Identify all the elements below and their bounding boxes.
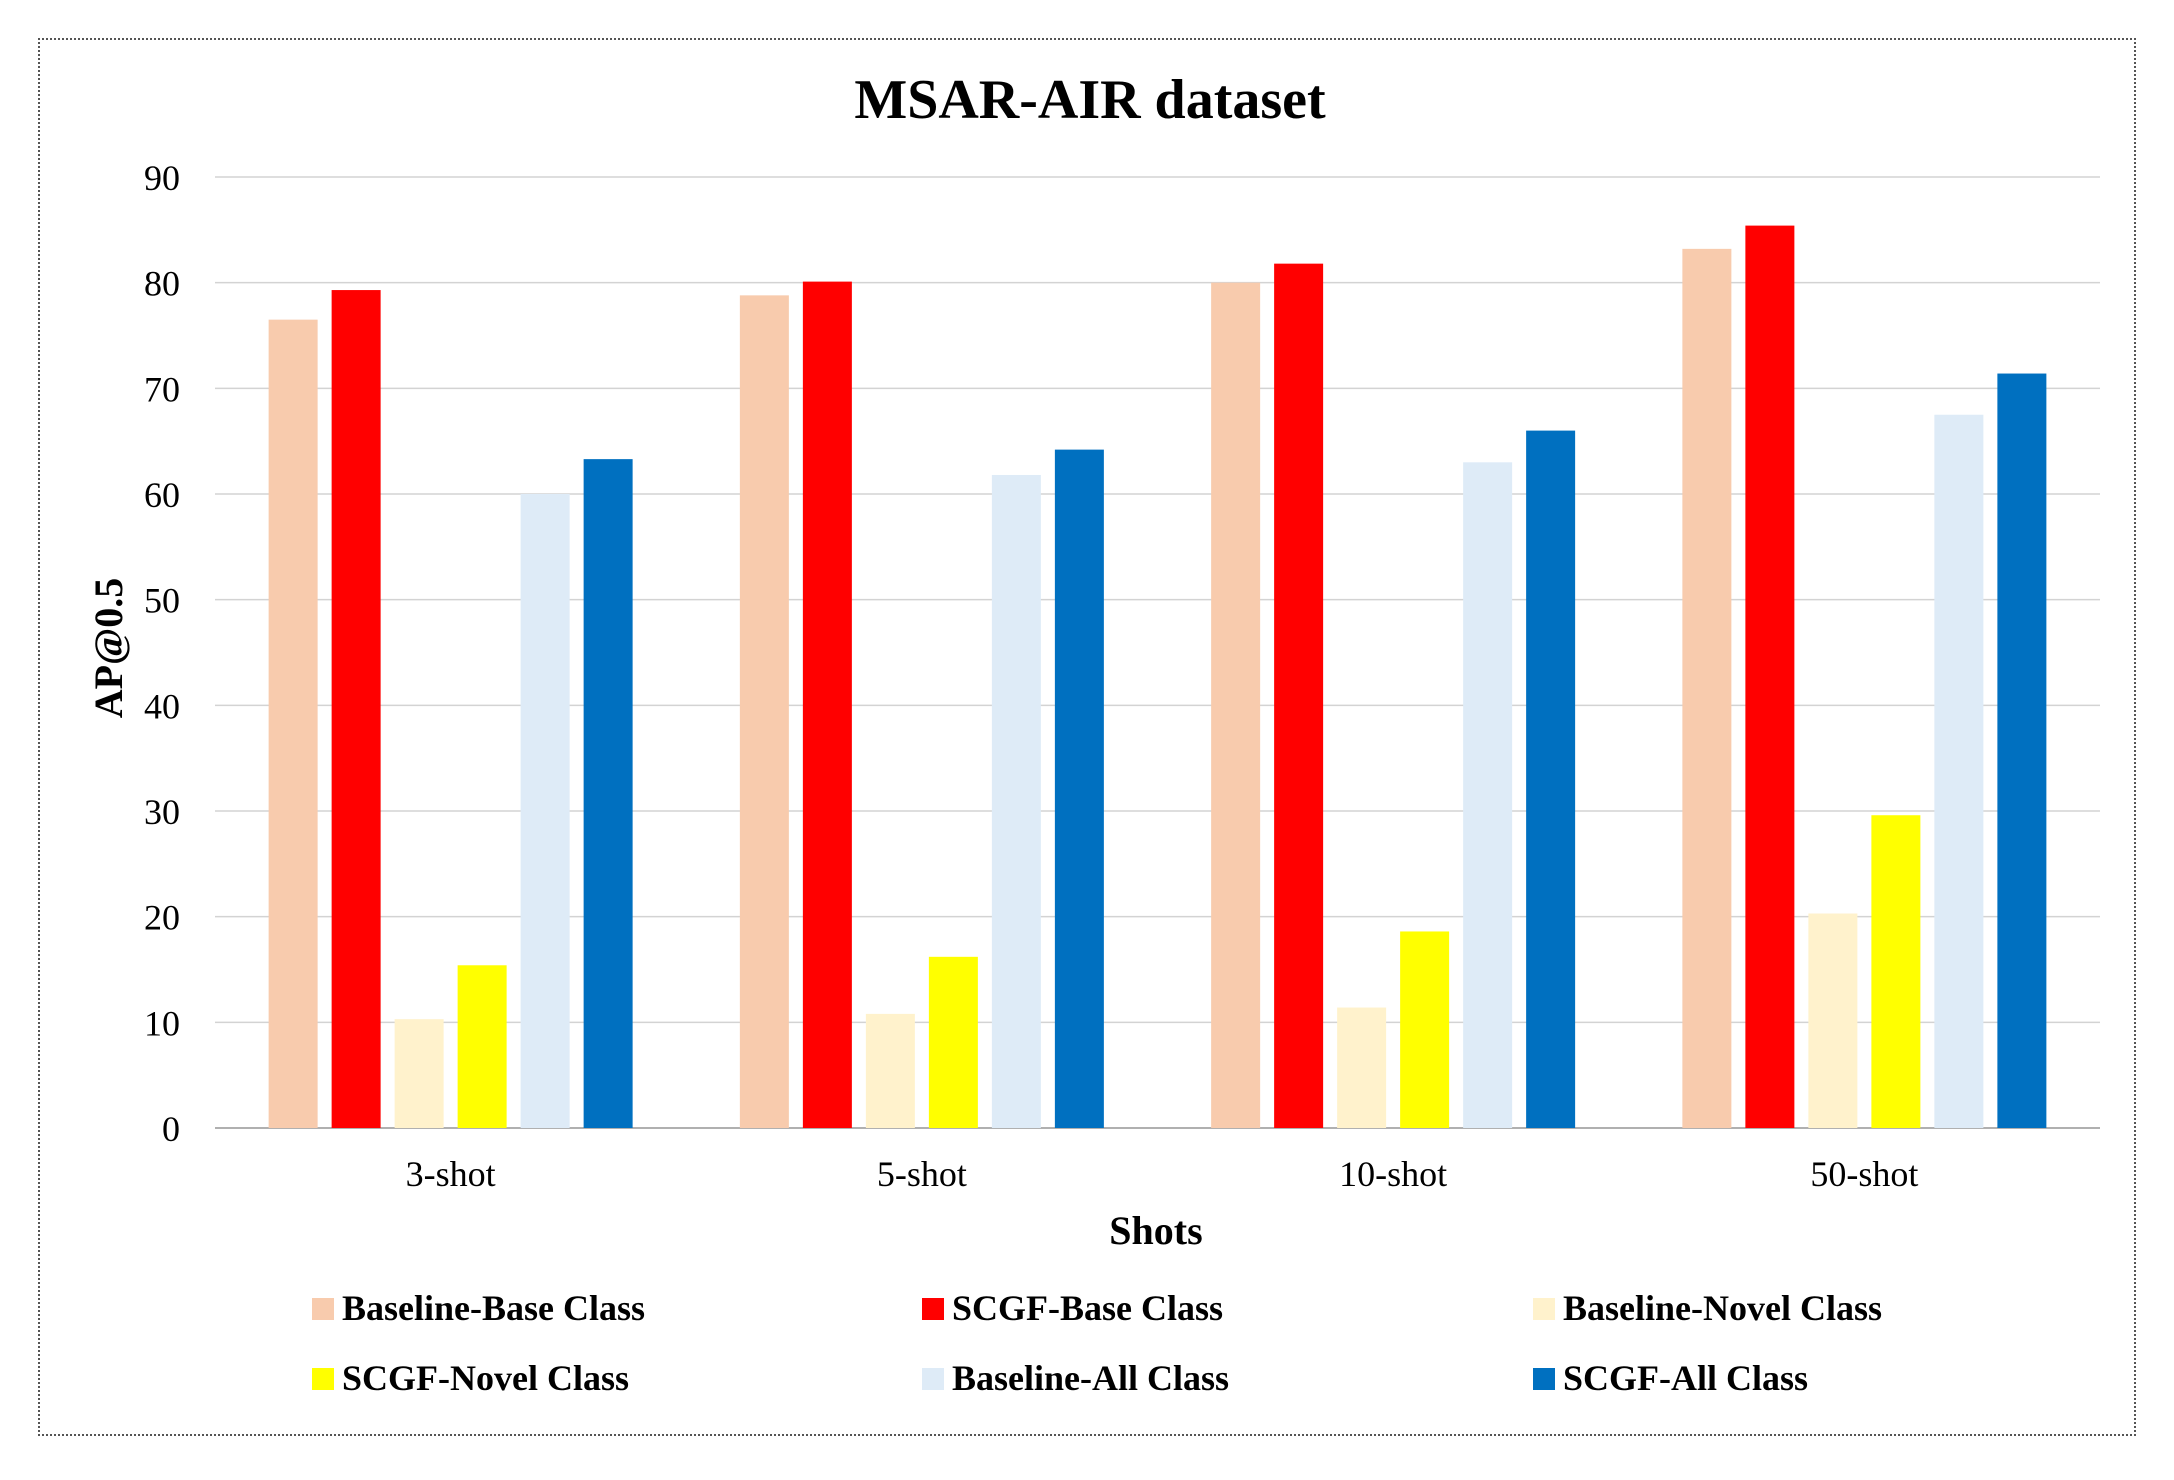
bar-baseline-novel-class-10-shot: [1337, 1007, 1387, 1128]
x-tick-label: 50-shot: [1810, 1154, 1918, 1194]
bars: [268, 225, 2047, 1129]
legend-label: Baseline-Novel Class: [1563, 1288, 1882, 1328]
x-tick-label: 5-shot: [877, 1154, 967, 1194]
legend-label: Baseline-Base Class: [342, 1288, 645, 1328]
y-tick-label: 50: [144, 581, 180, 621]
bar-scgf-novel-class-50-shot: [1871, 815, 1921, 1128]
legend: Baseline-Base Class SCGF-Base Class Baseli…: [312, 1288, 1882, 1398]
legend-swatch: [312, 1368, 334, 1390]
bar-baseline-novel-class-50-shot: [1808, 913, 1858, 1128]
y-tick-label: 10: [144, 1003, 180, 1043]
bar-baseline-base-class-3-shot: [268, 319, 318, 1128]
y-tick-label: 20: [144, 898, 180, 938]
bar-baseline-all-class-3-shot: [520, 494, 570, 1128]
y-tick-label: 0: [162, 1109, 180, 1149]
y-tick-label: 60: [144, 475, 180, 515]
bar-scgf-all-class-10-shot: [1526, 430, 1576, 1129]
y-tick-label: 90: [144, 158, 180, 198]
bar-baseline-novel-class-5-shot: [865, 1013, 915, 1128]
bar-scgf-novel-class-10-shot: [1400, 931, 1450, 1128]
bar-baseline-novel-class-3-shot: [394, 1019, 444, 1128]
x-axis-ticks: 3-shot 5-shot 10-shot 50-shot: [406, 1154, 1919, 1194]
x-axis-label: Shots: [1109, 1208, 1202, 1253]
bar-baseline-base-class-5-shot: [739, 295, 789, 1128]
chart-frame: [38, 38, 2136, 1436]
y-tick-label: 80: [144, 264, 180, 304]
bar-scgf-all-class-50-shot: [1997, 373, 2047, 1128]
y-axis-label: AP@0.5: [86, 578, 131, 719]
legend-swatch: [922, 1368, 944, 1390]
y-tick-label: 30: [144, 792, 180, 832]
legend-label: Baseline-All Class: [952, 1358, 1229, 1398]
bar-baseline-base-class-50-shot: [1682, 248, 1732, 1128]
legend-swatch: [1533, 1368, 1555, 1390]
x-tick-label: 3-shot: [406, 1154, 496, 1194]
bar-scgf-base-class-10-shot: [1274, 263, 1324, 1128]
legend-label: SCGF-Novel Class: [342, 1358, 629, 1398]
bar-scgf-base-class-5-shot: [802, 281, 852, 1128]
legend-label: SCGF-All Class: [1563, 1358, 1808, 1398]
y-axis-ticks: 0 10 20 30 40 50 60 70 80 90: [144, 158, 180, 1149]
legend-swatch: [312, 1298, 334, 1320]
legend-swatch: [1533, 1298, 1555, 1320]
bar-baseline-all-class-5-shot: [991, 474, 1041, 1129]
bar-scgf-novel-class-3-shot: [457, 965, 507, 1128]
y-tick-label: 70: [144, 369, 180, 409]
legend-label: SCGF-Base Class: [952, 1288, 1223, 1328]
bar-scgf-novel-class-5-shot: [928, 956, 978, 1128]
y-tick-label: 40: [144, 686, 180, 726]
bar-scgf-all-class-3-shot: [583, 459, 633, 1128]
bar-baseline-all-class-50-shot: [1934, 414, 1984, 1128]
legend-swatch: [922, 1298, 944, 1320]
bar-scgf-base-class-50-shot: [1745, 225, 1795, 1128]
x-tick-label: 10-shot: [1339, 1154, 1447, 1194]
bar-scgf-all-class-5-shot: [1054, 449, 1104, 1128]
bar-baseline-base-class-10-shot: [1211, 282, 1261, 1129]
chart-title: MSAR-AIR dataset: [854, 69, 1326, 131]
bar-scgf-base-class-3-shot: [331, 290, 381, 1128]
bar-baseline-all-class-10-shot: [1463, 462, 1513, 1128]
